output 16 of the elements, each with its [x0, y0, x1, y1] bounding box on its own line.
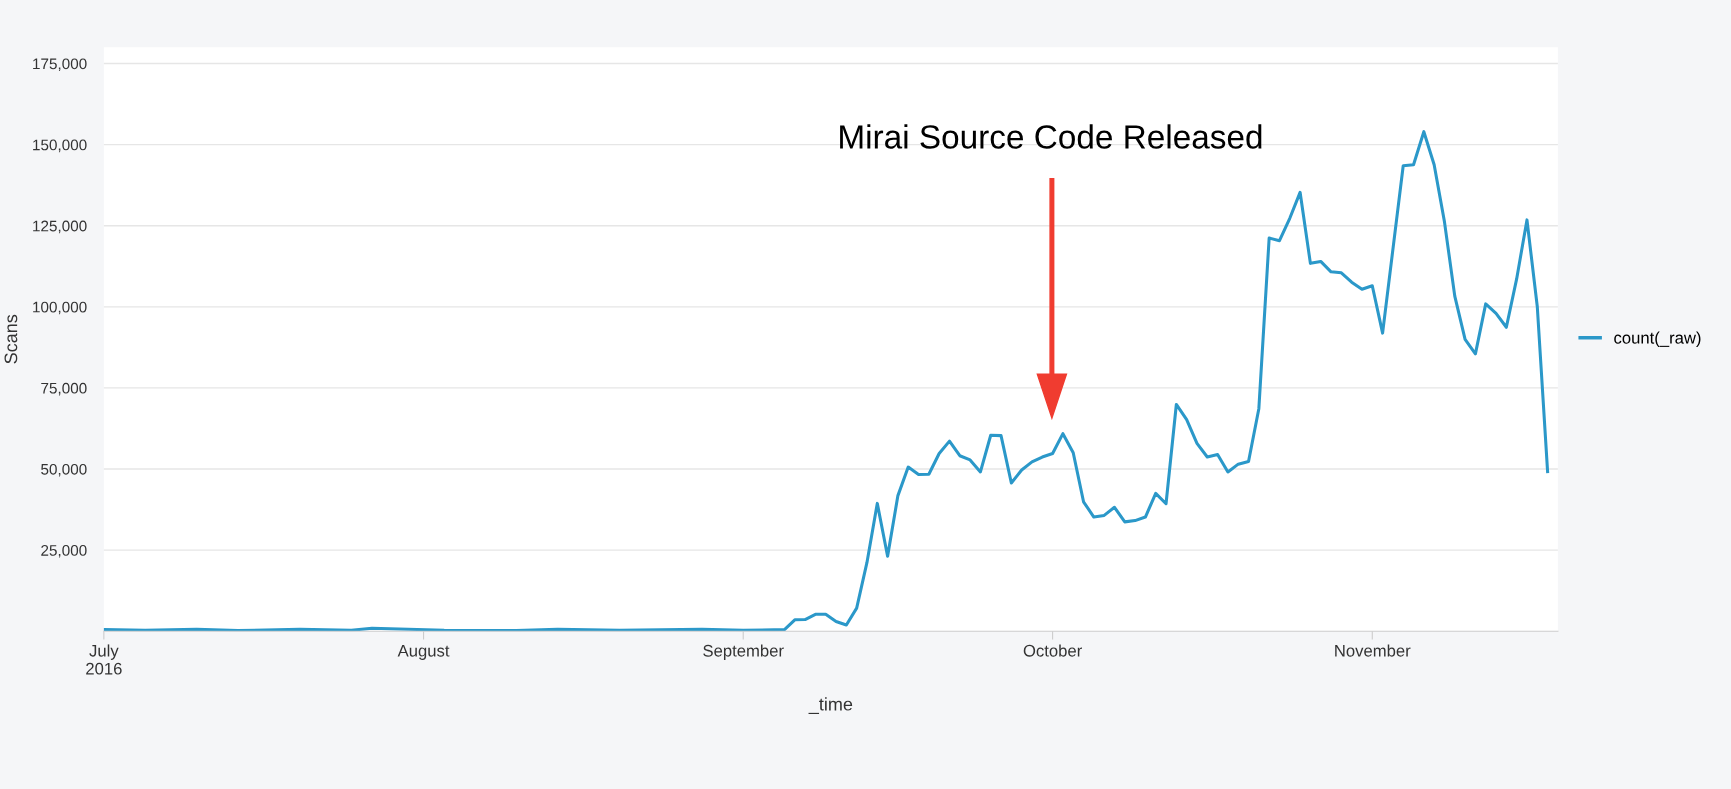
x-axis-title: _time — [808, 697, 853, 714]
legend-label: count(_raw) — [1614, 331, 1701, 348]
annotation: Mirai Source Code Released — [840, 124, 1262, 149]
y-axis-title: Scans — [4, 314, 18, 364]
x-tick-label: July 2016 — [86, 644, 122, 675]
y-tick-label: 150,000 — [33, 139, 87, 153]
y-tick-label: 75,000 — [41, 382, 87, 396]
y-tick-label: 125,000 — [33, 220, 87, 234]
y-tick-label: 175,000 — [33, 58, 87, 72]
y-tick-label: 50,000 — [41, 463, 87, 477]
x-tick-label: August — [397, 645, 450, 660]
y-tick-label: 100,000 — [33, 301, 87, 315]
x-tick-label: September — [703, 644, 784, 660]
y-tick-label: 25,000 — [41, 544, 87, 558]
x-tick-label: November — [1335, 644, 1411, 657]
x-tick-label: October — [1023, 644, 1082, 657]
